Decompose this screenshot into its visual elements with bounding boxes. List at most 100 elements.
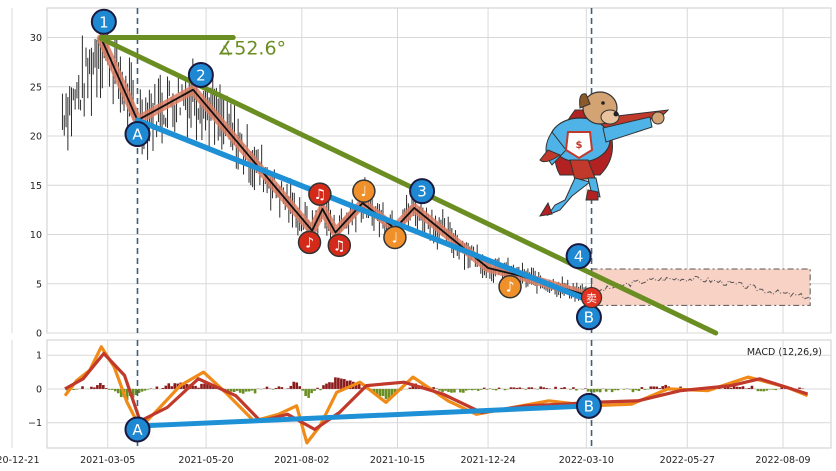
note-marker: ♩: [383, 225, 407, 250]
macd-bar: [607, 388, 611, 390]
macd-bar: [81, 386, 84, 389]
marker-2: 2: [187, 61, 214, 88]
macd-bar: [447, 388, 450, 392]
macd-bar: [107, 388, 111, 390]
macd-bar: [530, 387, 534, 389]
macd-bar: [185, 383, 188, 389]
superhero-dog-icon: $: [538, 91, 670, 217]
svg-text:♩: ♩: [361, 184, 368, 200]
macd-bar: [613, 388, 617, 391]
macd-bar: [191, 385, 194, 389]
macd-bar: [459, 388, 462, 393]
macd-bar: [277, 386, 281, 389]
price-panel: 0 5 10 15 20 25 30 ∡52.6° ♪ ♫ ♫ ♩ ♩ ♪ 1 2 3 4 A B 卖 $: [11, 7, 832, 340]
macd-bar: [604, 388, 608, 392]
macd-bar: [634, 388, 638, 391]
macd-bar: [238, 388, 242, 393]
macd-bar: [518, 387, 522, 389]
x-tick-label: 2021-12-24: [460, 455, 515, 466]
macd-bar: [155, 386, 159, 389]
macd-bar: [173, 383, 177, 389]
macd-bar: [328, 382, 331, 389]
macd-bar: [170, 386, 174, 389]
macd-bar: [542, 387, 545, 389]
macd-markers: AB: [124, 392, 602, 443]
macd-bar: [798, 387, 801, 389]
macd-bar: [738, 387, 742, 389]
macd-bar: [99, 382, 102, 389]
macd-bar: [408, 387, 412, 389]
svg-text:$: $: [576, 140, 583, 151]
signal-line: [64, 351, 809, 431]
wave-markers: 1 2 3 4 A B: [90, 8, 602, 331]
macd-bar: [655, 386, 659, 389]
macd-bar: [232, 388, 236, 393]
macd-bar: [503, 388, 507, 391]
macd-bar: [640, 387, 644, 389]
svg-text:2: 2: [196, 66, 206, 84]
macd-legend: MACD (12,26,9): [747, 347, 822, 358]
macd-bar: [598, 388, 602, 393]
macd-bar: [527, 387, 531, 389]
macd-bar: [643, 388, 647, 390]
macd-bar: [212, 386, 215, 389]
macd-bar: [319, 388, 322, 391]
price-y-axis: 0 5 10 15 20 25 30: [30, 33, 42, 339]
macd-bar: [622, 388, 626, 390]
macd-y-axis: 1 0 −1: [28, 351, 42, 430]
macd-y-tick: −1: [28, 418, 42, 429]
macd-bar: [125, 388, 129, 401]
macd-bar: [584, 388, 587, 389]
macd-bar: [453, 388, 456, 393]
macd-bar: [116, 388, 120, 394]
macd-bar: [340, 378, 343, 389]
macd-bar: [467, 388, 471, 390]
macd-bar: [134, 388, 138, 396]
x-tick-label: 2022-08-09: [755, 455, 810, 466]
macd-bar: [119, 388, 123, 398]
macd-bar: [524, 388, 528, 390]
macd-bar: [476, 388, 480, 391]
macd-bar: [384, 388, 388, 400]
macd-bar: [280, 387, 284, 389]
macd-bar: [301, 388, 304, 391]
macd-bar: [265, 386, 269, 389]
macd-bar: [470, 388, 474, 391]
macd-bar: [465, 388, 468, 391]
svg-text:A: A: [132, 126, 143, 144]
macd-bar: [354, 382, 358, 389]
macd-bar: [417, 387, 421, 389]
macd-bar: [649, 386, 653, 389]
macd-bar: [310, 388, 313, 394]
macd-bar: [346, 380, 349, 389]
macd-bar: [762, 388, 766, 392]
macd-bar: [661, 386, 664, 389]
macd-bar: [595, 388, 599, 392]
macd-bar: [289, 385, 293, 389]
svg-text:♪: ♪: [506, 280, 515, 296]
macd-bar: [250, 388, 254, 391]
macd-bar: [771, 388, 775, 390]
macd-bar: [197, 387, 200, 389]
macd-bar: [203, 383, 206, 389]
macd-bar: [569, 388, 572, 390]
svg-text:♩: ♩: [392, 230, 399, 246]
x-tick-label: 2021-03-05: [80, 455, 135, 466]
svg-text:4: 4: [574, 248, 584, 266]
marker-B: B: [575, 392, 602, 419]
macd-bar: [316, 387, 319, 389]
macd-bar: [102, 385, 105, 389]
macd-bar: [161, 387, 165, 389]
macd-bar: [747, 387, 751, 389]
macd-bar: [482, 387, 486, 389]
macd-bar: [554, 386, 557, 389]
svg-text:B: B: [584, 397, 594, 415]
price-y-tick: 30: [30, 33, 42, 44]
macd-bar: [110, 388, 114, 390]
macd-bar: [209, 385, 212, 389]
macd-bar: [774, 388, 778, 391]
macd-bar: [72, 388, 75, 390]
macd-bar: [572, 387, 575, 389]
